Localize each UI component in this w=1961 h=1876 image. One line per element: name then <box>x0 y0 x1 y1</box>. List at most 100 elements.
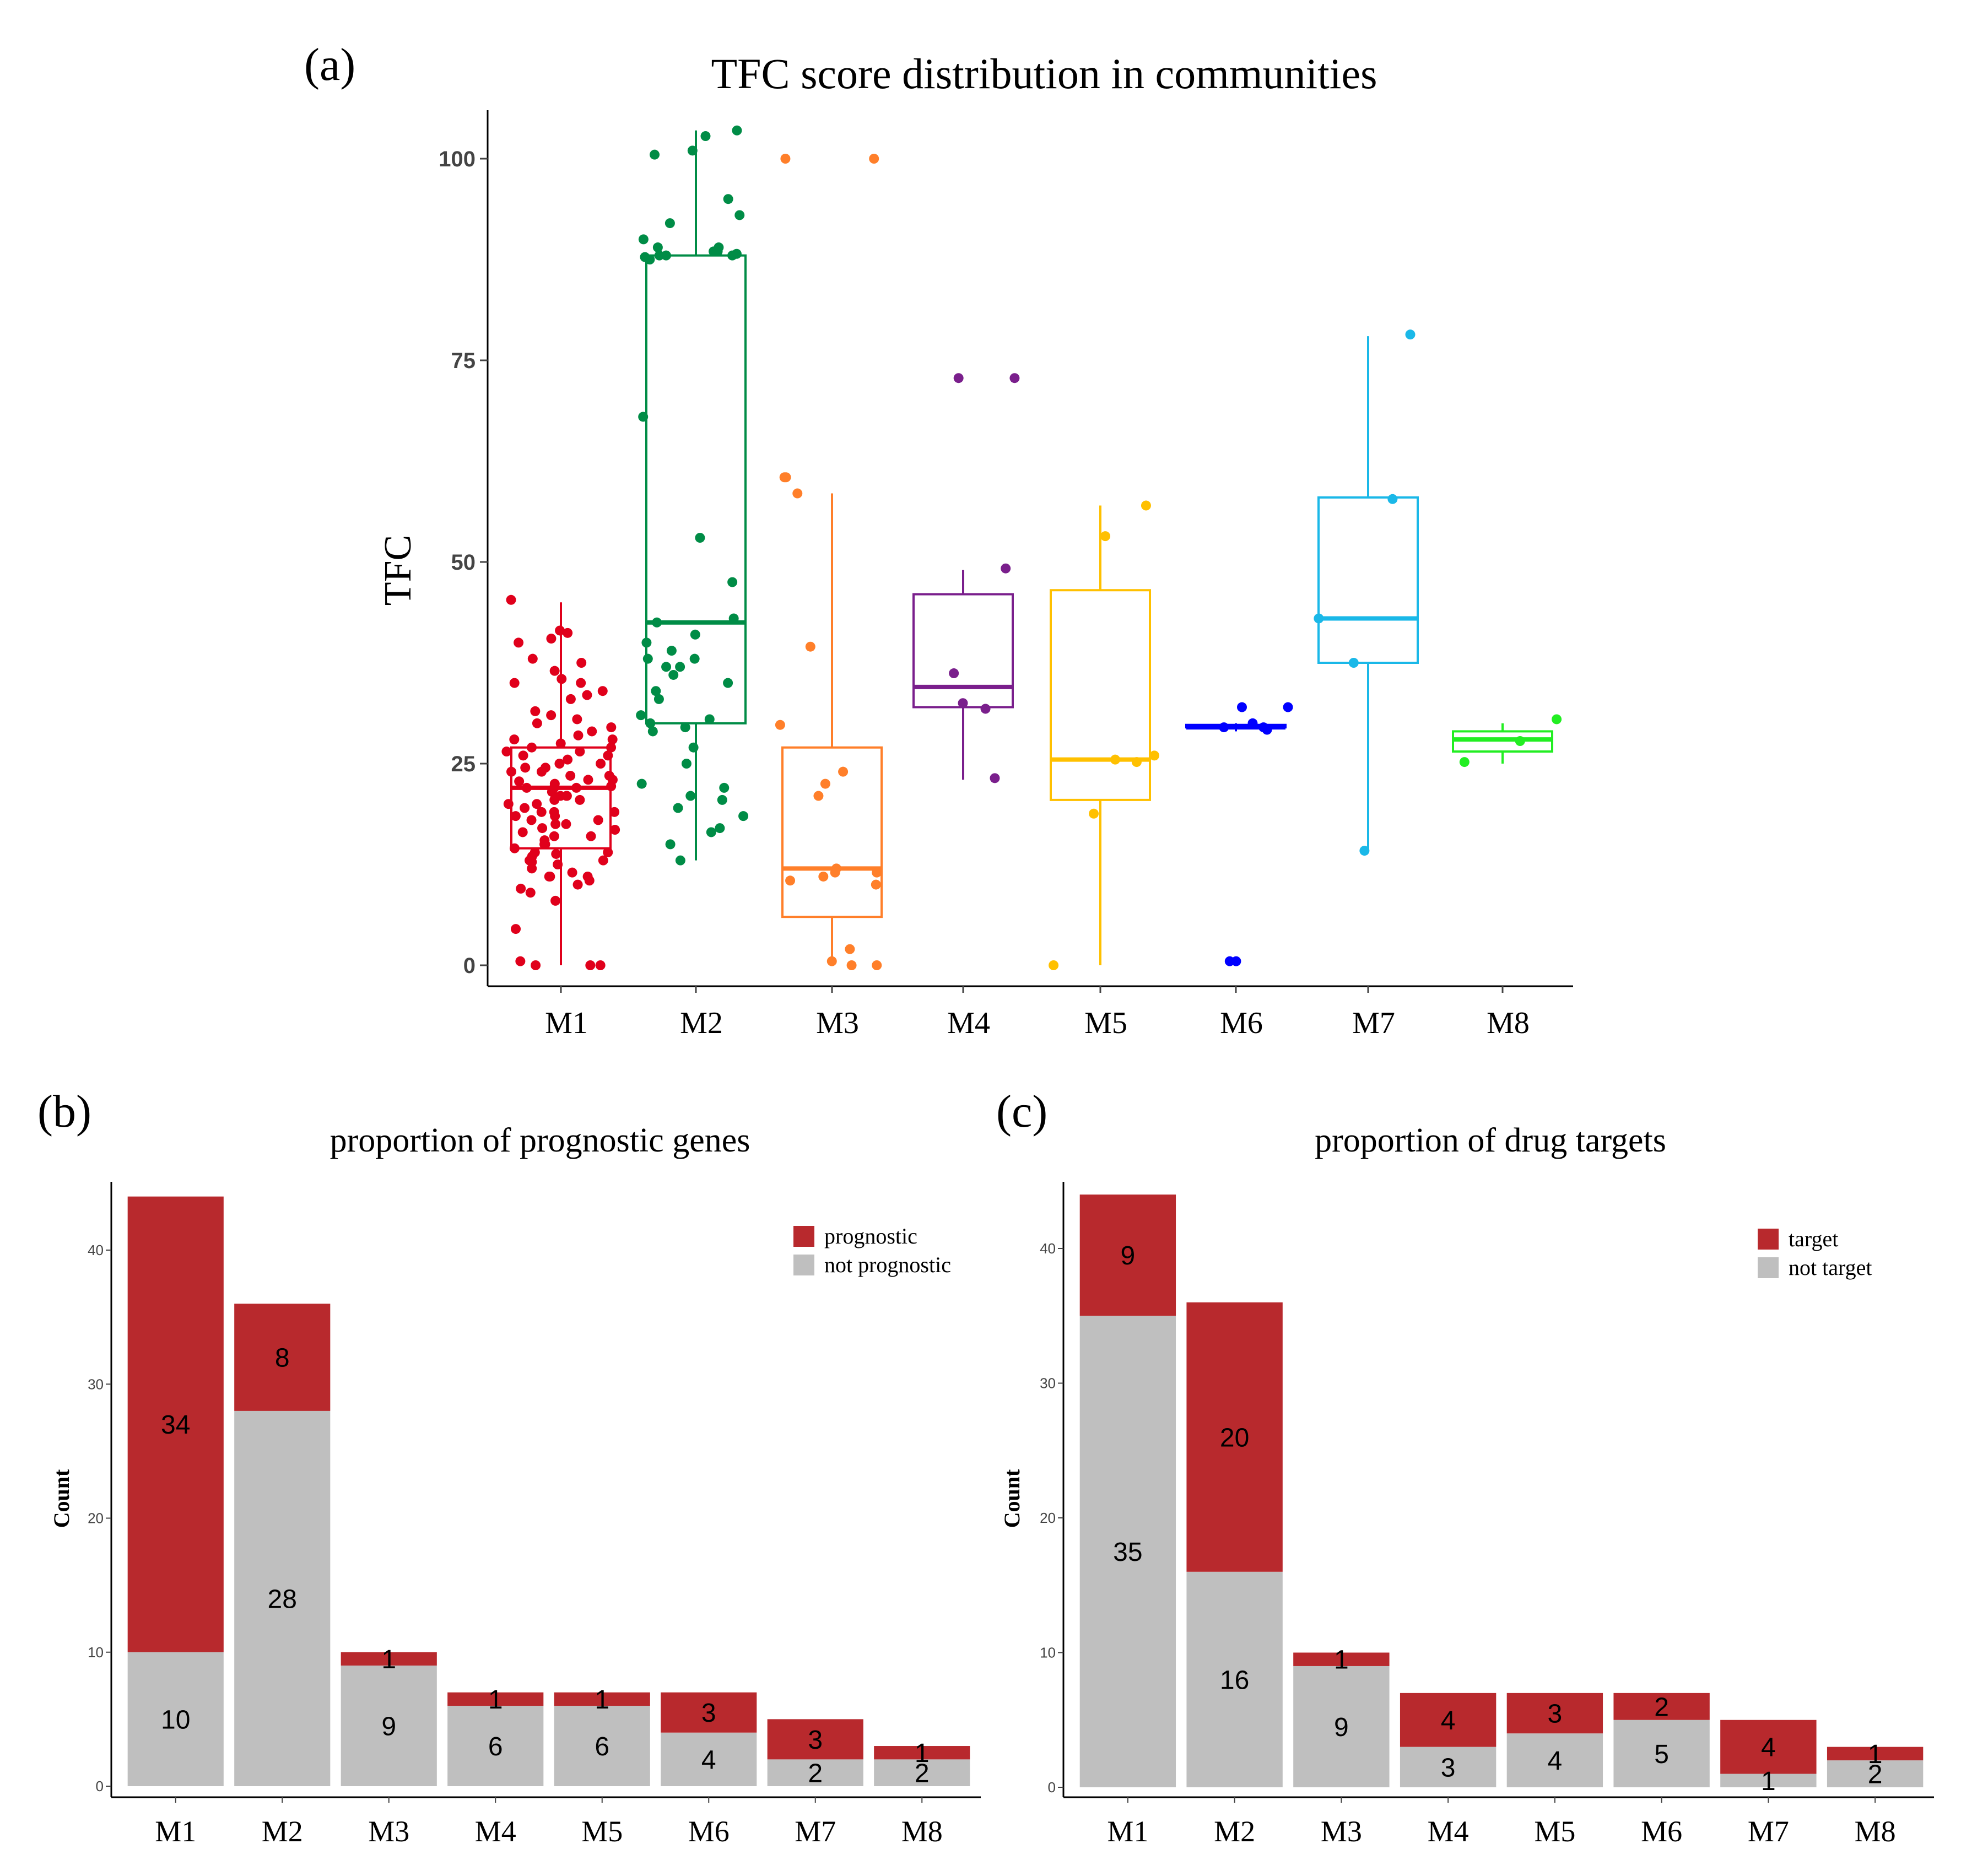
data-point <box>734 210 745 220</box>
data-point <box>540 839 550 850</box>
data-point <box>780 154 791 164</box>
data-point <box>549 794 560 805</box>
legend-label: target <box>1789 1226 1838 1251</box>
data-point <box>1359 846 1370 856</box>
data-point <box>596 759 606 769</box>
bar-value-label: 4 <box>701 1745 716 1775</box>
data-point <box>715 823 725 834</box>
bar-segment-top <box>447 1692 544 1706</box>
bar-value-label: 2 <box>1868 1760 1883 1790</box>
data-point <box>665 218 675 229</box>
data-point <box>595 960 606 970</box>
bar-value-label: 6 <box>488 1732 503 1761</box>
data-point <box>606 722 617 733</box>
bar-value-label: 9 <box>1334 1713 1349 1742</box>
data-point <box>606 742 617 753</box>
data-point <box>638 234 649 245</box>
data-point <box>521 782 532 793</box>
bar-segment-bottom <box>1720 1774 1817 1787</box>
data-point <box>520 803 530 813</box>
x-tick-label: M7 <box>795 1815 836 1848</box>
data-point <box>593 815 603 825</box>
data-point <box>561 791 572 801</box>
data-point <box>719 782 730 793</box>
data-point <box>1089 808 1099 819</box>
data-point <box>775 720 785 730</box>
data-point <box>509 843 520 853</box>
x-tick-label: M6 <box>1220 1006 1263 1040</box>
panel-c-label: (c) <box>996 1086 1047 1137</box>
bar-segment-bottom <box>1827 1760 1924 1787</box>
data-point <box>571 782 582 793</box>
data-point <box>563 628 573 638</box>
data-point <box>1262 725 1272 735</box>
x-tick-label: M1 <box>155 1815 196 1848</box>
data-point <box>1219 722 1229 733</box>
bar-value-label: 1 <box>488 1685 503 1715</box>
bar-value-label: 1 <box>381 1645 396 1674</box>
bar-segment-bottom <box>341 1666 437 1786</box>
data-point <box>509 678 520 688</box>
data-point <box>675 662 685 672</box>
data-point <box>818 871 829 882</box>
data-point <box>636 710 646 721</box>
bar-value-label: 34 <box>161 1410 190 1440</box>
panel-a-boxplot: 0 25 50 75 100 M1 M2 M3 M4 M5 M6 M7 M8 <box>439 110 1573 1040</box>
bar-value-label: 5 <box>1654 1740 1669 1769</box>
data-point <box>1131 757 1142 767</box>
data-point <box>689 653 700 664</box>
data-point <box>563 754 573 765</box>
bar-value-label: 3 <box>701 1699 716 1728</box>
data-point <box>652 617 662 628</box>
data-point <box>668 669 679 680</box>
data-point <box>603 750 613 761</box>
bar-value-label: 3 <box>1548 1700 1563 1729</box>
bar-segment-bottom <box>127 1652 224 1786</box>
data-point <box>503 799 514 809</box>
x-tick-label: M3 <box>1321 1815 1362 1848</box>
data-point <box>536 807 547 817</box>
panel-b-bar-chart: 0 10 20 30 40 10 34 M1 28 8 M2 9 1 M3 6 1 M4 6 1 M5 4 3 M6 2 3 M7… <box>88 1182 981 1848</box>
data-point <box>597 686 608 696</box>
data-point <box>514 776 525 787</box>
box <box>781 746 883 918</box>
data-point <box>980 704 991 714</box>
data-point <box>645 255 655 264</box>
data-point <box>510 811 521 821</box>
panel-b-title: proportion of prognostic genes <box>330 1122 750 1159</box>
bar-segment-top <box>661 1692 757 1733</box>
bar-segment-bottom <box>661 1732 757 1786</box>
legend-label: prognostic <box>824 1224 917 1248</box>
data-point <box>551 848 561 859</box>
legend-swatch-red <box>793 1226 814 1247</box>
bar-segment-top <box>1827 1747 1924 1761</box>
data-point <box>582 690 592 700</box>
data-point <box>573 730 584 740</box>
bar-segment-bottom <box>1613 1720 1710 1787</box>
data-point <box>779 472 790 483</box>
data-point <box>585 960 596 970</box>
bar-segment-top <box>1400 1693 1497 1747</box>
data-point <box>728 613 739 624</box>
bar-segment-bottom <box>234 1410 331 1786</box>
data-point <box>549 831 559 841</box>
x-tick-label: M5 <box>1534 1815 1575 1848</box>
data-point <box>532 799 542 809</box>
data-point <box>582 871 593 882</box>
data-point <box>665 839 676 850</box>
data-point <box>549 782 559 793</box>
data-point <box>576 678 586 688</box>
data-point <box>661 662 672 672</box>
data-point <box>653 694 664 704</box>
bar-segment-top <box>1293 1652 1390 1666</box>
data-point <box>688 742 699 753</box>
data-point <box>606 781 617 791</box>
data-point <box>555 625 565 636</box>
data-point <box>525 855 535 866</box>
data-point <box>636 778 647 789</box>
data-point <box>958 698 968 709</box>
bar-value-label: 28 <box>268 1585 297 1614</box>
bar-value-label: 2 <box>808 1759 823 1788</box>
bar-value-label: 9 <box>1121 1241 1136 1271</box>
bar-value-label: 20 <box>1220 1423 1249 1452</box>
